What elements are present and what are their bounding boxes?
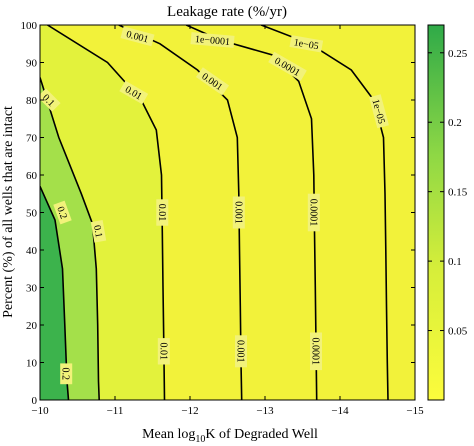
contour-label-text: 0.01 [156, 204, 167, 222]
y-tick-label: 70 [26, 133, 38, 145]
colorbar [427, 24, 445, 401]
y-tick-label: 90 [26, 58, 38, 70]
x-tick-label: −14 [331, 405, 349, 417]
contour-label-14: 0.0001 [310, 332, 322, 371]
y-tick-label: 60 [26, 170, 38, 182]
region-0-2 [40, 186, 69, 400]
y-tick-label: 10 [26, 358, 38, 370]
contour-label-bg [268, 51, 307, 81]
contour-label-bg [235, 335, 247, 368]
contour-label-text: 0.1 [91, 224, 104, 238]
colorbar-tick-label: 0.25 [448, 48, 468, 60]
y-axis-label: Percent (%) of all wells that are intact [1, 106, 16, 318]
contour-label-15: 1e−05 [289, 35, 324, 53]
y-tick-label: 100 [21, 20, 38, 32]
colorbar-tick-label: 0.05 [448, 326, 468, 338]
contour-label-text: 1e−0001 [194, 34, 230, 48]
contour-label-bg [310, 332, 322, 371]
contour-label-bg [119, 80, 149, 105]
contour-label-text: 0.001 [235, 340, 246, 363]
contour-label-bg [190, 32, 235, 48]
contour-labels: 0.20.20.10.10.010.010.010.0010.0010.0010… [40, 26, 389, 385]
colorbar-ticks: 0.05 0.1 0.15 0.2 0.25 [428, 48, 468, 338]
y-tick-label: 80 [26, 95, 38, 107]
x-tick-label: −11 [107, 405, 124, 417]
contour-label-11: 1e−0001 [190, 32, 235, 48]
contour-label-bg [289, 35, 324, 53]
contour-label-0: 0.2 [53, 200, 72, 225]
contour-label-9: 0.001 [232, 196, 245, 229]
contour-label-bg [195, 67, 230, 96]
contour-label-bg [53, 200, 72, 225]
contour-label-bg [120, 26, 155, 47]
y-tick-label: 40 [26, 245, 38, 257]
colorbar-tick-label: 0.15 [448, 187, 468, 199]
y-tick-label: 20 [26, 320, 38, 332]
contour-line-1 [40, 77, 100, 400]
chart-title: Leakage rate (%/yr) [167, 4, 287, 20]
colorbar-tick-label: 0.2 [448, 117, 462, 129]
x-axis-ticks: −10 −11 −12 −13 −14 −15 [31, 25, 424, 417]
contour-line-5 [260, 25, 389, 400]
y-tick-label: 30 [26, 283, 38, 295]
contour-label-bg [232, 196, 245, 229]
contour-lines [40, 25, 389, 400]
x-axis-label: Mean log10K of Degraded Well [142, 427, 318, 445]
contour-label-bg [157, 338, 170, 365]
contour-label-bg [307, 193, 320, 232]
contour-label-text: 0.0001 [307, 199, 318, 227]
colorbar-tick-label: 0.1 [448, 256, 462, 268]
contour-label-text: 0.01 [157, 343, 168, 361]
contour-label-bg [90, 220, 107, 243]
contour-line-2 [47, 25, 166, 400]
x-tick-label: −15 [406, 405, 424, 417]
x-tick-label: −13 [256, 405, 274, 417]
contour-label-3: 0.1 [90, 220, 107, 243]
contour-line-4 [185, 25, 318, 400]
contour-line-3 [118, 25, 243, 400]
contour-label-text: 0.2 [60, 368, 71, 381]
contour-label-text: 1e−05 [293, 37, 320, 52]
contour-line-0 [40, 185, 70, 400]
contour-label-bg [40, 88, 61, 112]
y-axis-ticks: 0 10 20 30 40 50 60 70 80 90 100 [21, 20, 415, 407]
x-tick-label: −10 [31, 405, 49, 417]
contour-label-5: 0.01 [156, 199, 169, 226]
contour-label-text: 0.0001 [310, 338, 321, 366]
x-tick-label: −12 [181, 405, 198, 417]
contour-label-1: 0.2 [60, 363, 73, 385]
contour-label-6: 0.01 [157, 338, 170, 365]
y-tick-label: 0 [32, 395, 38, 407]
contour-label-13: 0.0001 [307, 193, 320, 232]
y-tick-label: 50 [26, 208, 38, 220]
contour-label-bg [369, 94, 389, 129]
contour-label-text: 0.2 [54, 205, 69, 221]
contour-label-bg [60, 363, 73, 385]
plot-fill: 0.20.20.10.10.010.010.010.0010.0010.0010… [40, 25, 415, 400]
contour-label-bg [156, 199, 169, 226]
contour-label-10: 0.001 [235, 335, 247, 368]
contour-label-text: 0.001 [232, 201, 243, 224]
